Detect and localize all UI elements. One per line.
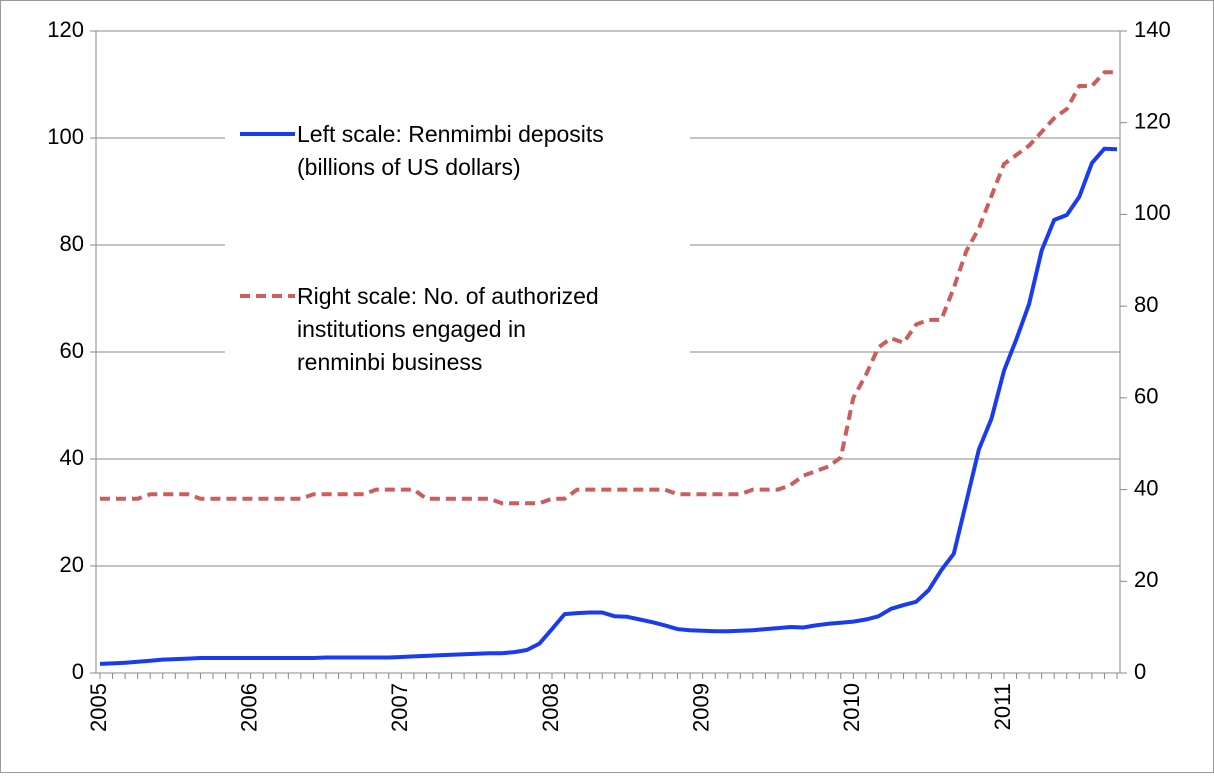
y2-tick-label: 80: [1134, 292, 1158, 317]
x-tick-label: 2010: [839, 683, 864, 732]
series-line: [100, 70, 1117, 506]
y2-tick-label: 140: [1134, 17, 1171, 42]
y-tick-label: 120: [47, 17, 84, 42]
y2-tick-label: 20: [1134, 567, 1158, 592]
legend-background: [225, 112, 690, 397]
y-tick-label: 60: [60, 338, 84, 363]
x-tick-label: 2005: [86, 683, 111, 732]
y2-tick-label: 40: [1134, 475, 1158, 500]
y2-tick-label: 120: [1134, 109, 1171, 134]
x-tick-label: 2011: [990, 683, 1015, 730]
y2-tick-label: 0: [1134, 659, 1146, 684]
y2-tick-label: 60: [1134, 384, 1158, 409]
legend-label: Left scale: Renmimbi deposits (billions …: [297, 121, 604, 180]
y-tick-label: 80: [60, 231, 84, 256]
x-tick-label: 2006: [236, 683, 261, 732]
y-tick-label: 40: [60, 445, 84, 470]
x-tick-label: 2008: [538, 683, 563, 732]
series-line: [99, 146, 1118, 666]
y2-tick-label: 100: [1134, 200, 1171, 225]
y-tick-label: 100: [47, 124, 84, 149]
y-tick-label: 20: [60, 552, 84, 577]
x-tick-label: 2007: [387, 683, 412, 732]
x-tick-label: 2009: [688, 683, 713, 732]
y-tick-label: 0: [72, 659, 84, 684]
legend-label: Right scale: No. of authorized instituti…: [297, 283, 599, 375]
